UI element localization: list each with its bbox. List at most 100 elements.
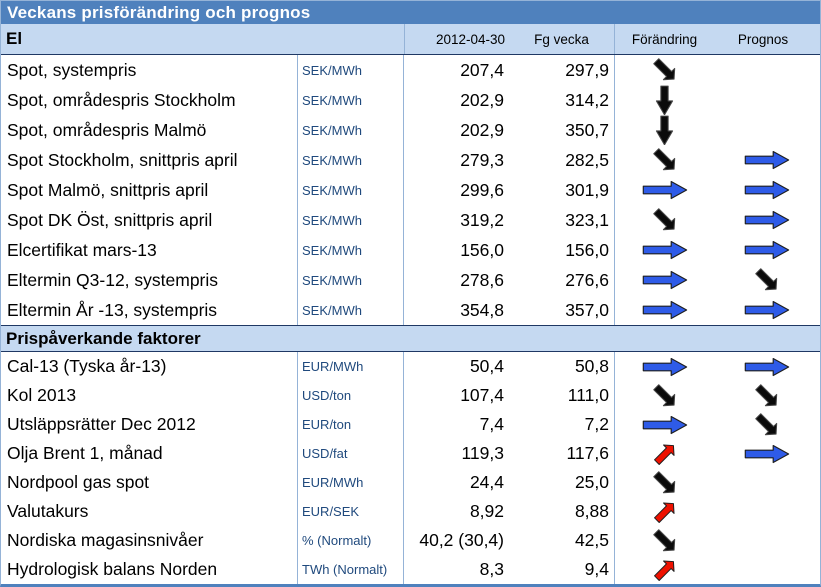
table-row: Valutakurs EUR/SEK 8,92 8,88 bbox=[1, 497, 820, 526]
change-arrow-cell bbox=[614, 468, 714, 497]
row-unit: SEK/MWh bbox=[297, 115, 404, 145]
forecast-arrow-cell bbox=[714, 205, 820, 235]
change-arrow-cell bbox=[614, 115, 714, 145]
section-title-faktorer: Prispåverkande faktorer bbox=[6, 328, 201, 348]
change-arrow-cell bbox=[614, 381, 714, 410]
blue-right-arrow-icon bbox=[744, 210, 790, 230]
value-previous: 7,2 bbox=[584, 414, 609, 434]
row-label: Utsläppsrätter Dec 2012 bbox=[7, 414, 196, 434]
row-unit: USD/ton bbox=[297, 381, 404, 410]
table-row: Spot, systempris SEK/MWh 207,4 297,9 bbox=[1, 55, 820, 85]
section-band-el: El 2012-04-30 Fg vecka Förändring Prognos bbox=[1, 24, 820, 55]
row-label: Spot, områdespris Stockholm bbox=[7, 89, 236, 110]
value-previous: 117,6 bbox=[566, 443, 610, 463]
row-unit: SEK/MWh bbox=[297, 175, 404, 205]
blue-right-arrow-icon bbox=[744, 300, 790, 320]
change-arrow-cell bbox=[614, 145, 714, 175]
row-unit: EUR/SEK bbox=[297, 497, 404, 526]
forecast-arrow-cell bbox=[714, 410, 820, 439]
value-current: 319,2 bbox=[460, 209, 504, 230]
row-label: Nordpool gas spot bbox=[7, 472, 150, 492]
blue-right-arrow-icon bbox=[744, 357, 790, 377]
blue-right-arrow-icon bbox=[744, 444, 790, 464]
change-arrow-cell bbox=[614, 352, 714, 381]
report-title-bar: Veckans prisförändring och prognos bbox=[1, 1, 820, 24]
row-unit: USD/fat bbox=[297, 439, 404, 468]
change-arrow-cell bbox=[614, 85, 714, 115]
row-unit: TWh (Normalt) bbox=[297, 555, 404, 584]
forecast-arrow-cell bbox=[714, 497, 820, 526]
row-unit: SEK/MWh bbox=[297, 85, 404, 115]
row-label: Eltermin År -13, systempris bbox=[7, 299, 218, 320]
value-current: 207,4 bbox=[460, 59, 504, 80]
forecast-arrow-cell bbox=[714, 145, 820, 175]
row-unit: SEK/MWh bbox=[297, 265, 404, 295]
value-previous: 8,88 bbox=[574, 501, 609, 521]
table-row: Utsläppsrätter Dec 2012 EUR/ton 7,4 7,2 bbox=[1, 410, 820, 439]
table-row: Nordpool gas spot EUR/MWh 24,4 25,0 bbox=[1, 468, 820, 497]
value-current: 8,92 bbox=[469, 501, 504, 521]
change-arrow-cell bbox=[614, 526, 714, 555]
table-row: Kol 2013 USD/ton 107,4 111,0 bbox=[1, 381, 820, 410]
value-previous: 50,8 bbox=[574, 356, 609, 376]
black-down-right-arrow-icon bbox=[650, 468, 680, 497]
black-down-right-arrow-icon bbox=[650, 381, 680, 410]
value-current: 119,3 bbox=[461, 443, 505, 463]
value-previous: 276,6 bbox=[565, 269, 609, 290]
table-row: Spot, områdespris Malmö SEK/MWh 202,9 350,7 bbox=[1, 115, 820, 145]
row-label: Olja Brent 1, månad bbox=[7, 443, 163, 463]
row-label: Elcertifikat mars-13 bbox=[7, 239, 157, 260]
value-previous: 357,0 bbox=[565, 299, 609, 320]
value-previous: 42,5 bbox=[574, 530, 609, 550]
table-row: Spot Stockholm, snittpris april SEK/MWh 27… bbox=[1, 145, 820, 175]
row-label: Spot, områdespris Malmö bbox=[7, 119, 207, 140]
black-down-right-arrow-icon bbox=[752, 410, 782, 439]
value-previous: 323,1 bbox=[565, 209, 609, 230]
report-title: Veckans prisförändring och prognos bbox=[7, 2, 311, 22]
section-band-faktorer: Prispåverkande faktorer bbox=[1, 325, 820, 352]
value-current: 278,6 bbox=[460, 269, 504, 290]
section-title-el: El bbox=[6, 29, 23, 48]
value-current: 107,4 bbox=[460, 385, 504, 405]
black-down-right-arrow-icon bbox=[650, 526, 680, 555]
row-label: Spot Malmö, snittpris april bbox=[7, 179, 209, 200]
black-down-arrow-icon bbox=[655, 85, 674, 115]
value-current: 354,8 bbox=[460, 299, 504, 320]
forecast-arrow-cell bbox=[714, 55, 820, 85]
forecast-arrow-cell bbox=[714, 526, 820, 555]
red-up-right-arrow-icon bbox=[651, 556, 679, 584]
forecast-arrow-cell bbox=[714, 175, 820, 205]
table-row: Elcertifikat mars-13 SEK/MWh 156,0 156,0 bbox=[1, 235, 820, 265]
black-down-right-arrow-icon bbox=[752, 265, 782, 295]
value-current: 202,9 bbox=[460, 89, 504, 110]
row-label: Cal-13 (Tyska år-13) bbox=[7, 356, 167, 376]
forecast-arrow-cell bbox=[714, 555, 820, 584]
table-row: Eltermin Q3-12, systempris SEK/MWh 278,6 27… bbox=[1, 265, 820, 295]
blue-right-arrow-icon bbox=[642, 240, 688, 260]
forecast-arrow-cell bbox=[714, 265, 820, 295]
blue-right-arrow-icon bbox=[642, 270, 688, 290]
table-row: Eltermin År -13, systempris SEK/MWh 354,8 3… bbox=[1, 295, 820, 325]
blue-right-arrow-icon bbox=[744, 240, 790, 260]
value-previous: 314,2 bbox=[565, 89, 609, 110]
value-current: 50,4 bbox=[469, 356, 504, 376]
value-current: 40,2 (30,4) bbox=[419, 530, 504, 550]
value-current: 299,6 bbox=[460, 179, 504, 200]
forecast-arrow-cell bbox=[714, 115, 820, 145]
row-label: Spot DK Öst, snittpris april bbox=[7, 209, 213, 230]
value-current: 24,4 bbox=[469, 472, 504, 492]
row-unit: % (Normalt) bbox=[297, 526, 404, 555]
row-unit: SEK/MWh bbox=[297, 205, 404, 235]
value-current: 156,0 bbox=[460, 239, 504, 260]
value-current: 279,3 bbox=[460, 149, 504, 170]
col-header-prev-week: Fg vecka bbox=[534, 31, 589, 47]
row-label: Spot Stockholm, snittpris april bbox=[7, 149, 238, 170]
red-up-right-arrow-icon bbox=[651, 498, 679, 526]
value-current: 7,4 bbox=[479, 414, 504, 434]
value-previous: 25,0 bbox=[574, 472, 609, 492]
value-current: 202,9 bbox=[460, 119, 504, 140]
value-previous: 9,4 bbox=[584, 559, 609, 579]
row-label: Spot, systempris bbox=[7, 59, 137, 80]
value-previous: 297,9 bbox=[565, 59, 609, 80]
black-down-right-arrow-icon bbox=[650, 205, 680, 235]
